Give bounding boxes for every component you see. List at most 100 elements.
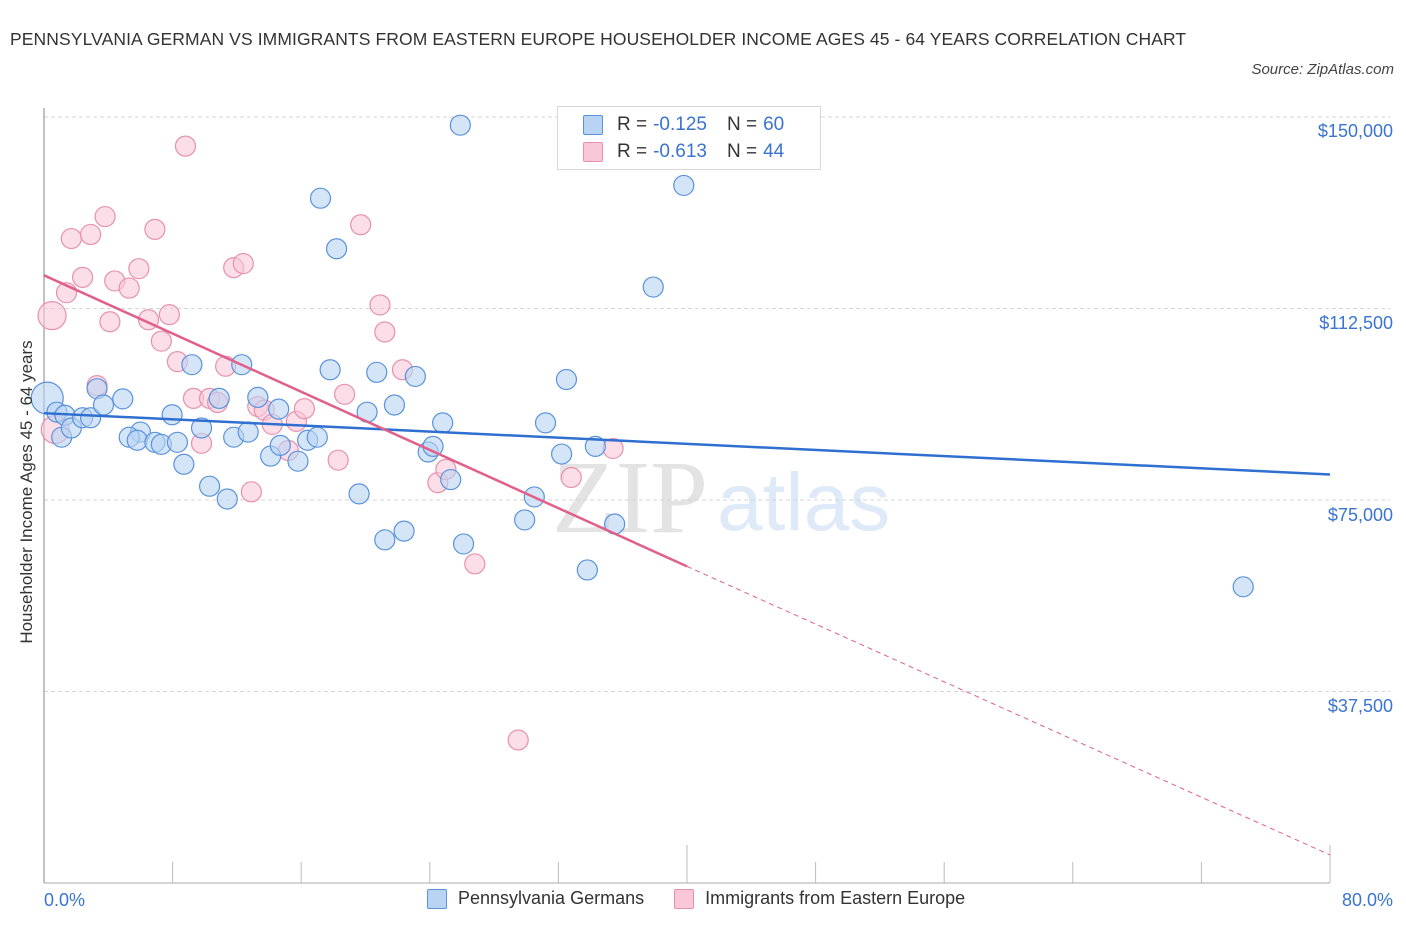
data-point (269, 434, 291, 456)
data-point (174, 135, 197, 157)
r-label: R = (617, 114, 648, 135)
data-point (268, 398, 290, 420)
y-tick-75000: $75,000 (1327, 505, 1393, 525)
data-point (514, 509, 536, 531)
data-point (240, 481, 262, 503)
zipatlas-watermark: ZIP atlas (552, 440, 890, 555)
data-point (309, 187, 332, 209)
data-point (198, 475, 221, 497)
data-point (369, 294, 391, 316)
data-point (306, 426, 328, 448)
trend-line-extension (686, 565, 1331, 856)
data-point (374, 529, 396, 551)
data-point (576, 559, 598, 581)
data-point (166, 431, 189, 453)
legend-label: Immigrants from Eastern Europe (705, 888, 966, 908)
data-point (334, 383, 356, 405)
data-point (452, 533, 475, 555)
data-point (99, 311, 121, 333)
data-point (150, 330, 172, 352)
data-point (584, 435, 606, 457)
data-point (293, 397, 316, 420)
data-point (383, 394, 406, 416)
legend-row-immigrants-eastern-europe: R = -0.613 N = 44 (583, 139, 784, 165)
data-point (366, 361, 388, 383)
data-point (440, 468, 462, 491)
data-point (208, 387, 230, 409)
legend-row-pennsylvania-germans: R = -0.125 N = 60 (583, 112, 784, 138)
gridlines (44, 116, 1390, 692)
data-point (37, 301, 67, 331)
data-point (94, 205, 116, 228)
data-point (80, 407, 102, 429)
data-point (449, 114, 471, 136)
data-point (126, 429, 148, 451)
data-point (232, 252, 254, 275)
data-point (551, 443, 573, 465)
data-point (118, 277, 140, 299)
data-point (80, 223, 102, 246)
data-point (404, 365, 426, 388)
y-tick-37500: $37,500 (1327, 696, 1393, 716)
data-point (560, 466, 582, 489)
y-axis-label: Householder Income Ages 45 - 64 years (17, 340, 36, 644)
data-point (348, 483, 370, 505)
r-value: -0.613 (653, 141, 707, 162)
data-point (555, 368, 578, 391)
data-point (287, 450, 309, 472)
legend-item-immigrants-eastern-europe: Immigrants from Eastern Europe (674, 888, 965, 909)
n-value: 44 (763, 141, 785, 162)
data-point (1232, 576, 1254, 598)
data-point (181, 354, 203, 376)
data-point (112, 388, 134, 410)
pink-swatch-icon (583, 142, 603, 162)
r-label: R = (617, 141, 648, 162)
data-point (673, 174, 695, 197)
series-pennsylvania-germans-points (30, 114, 1254, 598)
data-point (92, 394, 115, 416)
data-point (534, 412, 557, 434)
data-point (247, 386, 269, 408)
data-point (173, 453, 195, 475)
data-point (327, 449, 349, 471)
x-axis-ticks (172, 845, 1331, 883)
data-point (642, 276, 664, 298)
series-legend: Pennsylvania Germans Immigrants from Eas… (427, 888, 995, 909)
data-point (60, 227, 82, 250)
watermark-atlas: atlas (717, 457, 890, 548)
data-point (432, 412, 454, 434)
y-tick-112500: $112,500 (1319, 313, 1393, 333)
data-point (144, 218, 166, 240)
data-point (507, 729, 529, 751)
trend-line-immigrants-eastern-europe (43, 274, 688, 568)
n-label: N = (726, 114, 758, 135)
data-point (374, 321, 396, 343)
data-point (350, 214, 372, 236)
chart-title: PENNSYLVANIA GERMAN VS IMMIGRANTS FROM E… (10, 29, 1187, 49)
data-point (190, 417, 213, 439)
data-point (464, 553, 486, 575)
legend-item-pennsylvania-germans: Pennsylvania Germans (427, 888, 644, 909)
r-value: -0.125 (653, 114, 707, 135)
data-point (216, 488, 238, 510)
n-value: 60 (763, 114, 785, 135)
pink-swatch-icon (674, 888, 695, 909)
x-tick-max: 80.0% (1341, 890, 1393, 910)
data-point (237, 421, 259, 443)
data-point (393, 520, 415, 542)
blue-swatch-icon (583, 115, 603, 135)
blue-swatch-icon (427, 888, 447, 909)
data-point (319, 359, 341, 381)
watermark-zip: ZIP (552, 440, 708, 555)
data-point (128, 258, 150, 280)
y-tick-150000: $150,000 (1317, 121, 1393, 141)
legend-label: Pennsylvania Germans (458, 888, 645, 908)
data-point (325, 238, 348, 260)
data-point (71, 266, 94, 288)
correlation-legend: R = -0.125 N = 60 R = -0.613 N = 44 (557, 106, 821, 170)
data-point (158, 304, 180, 326)
trend-line-pennsylvania-germans (43, 411, 1331, 476)
trend-lines (43, 274, 1331, 856)
data-point (161, 404, 183, 426)
